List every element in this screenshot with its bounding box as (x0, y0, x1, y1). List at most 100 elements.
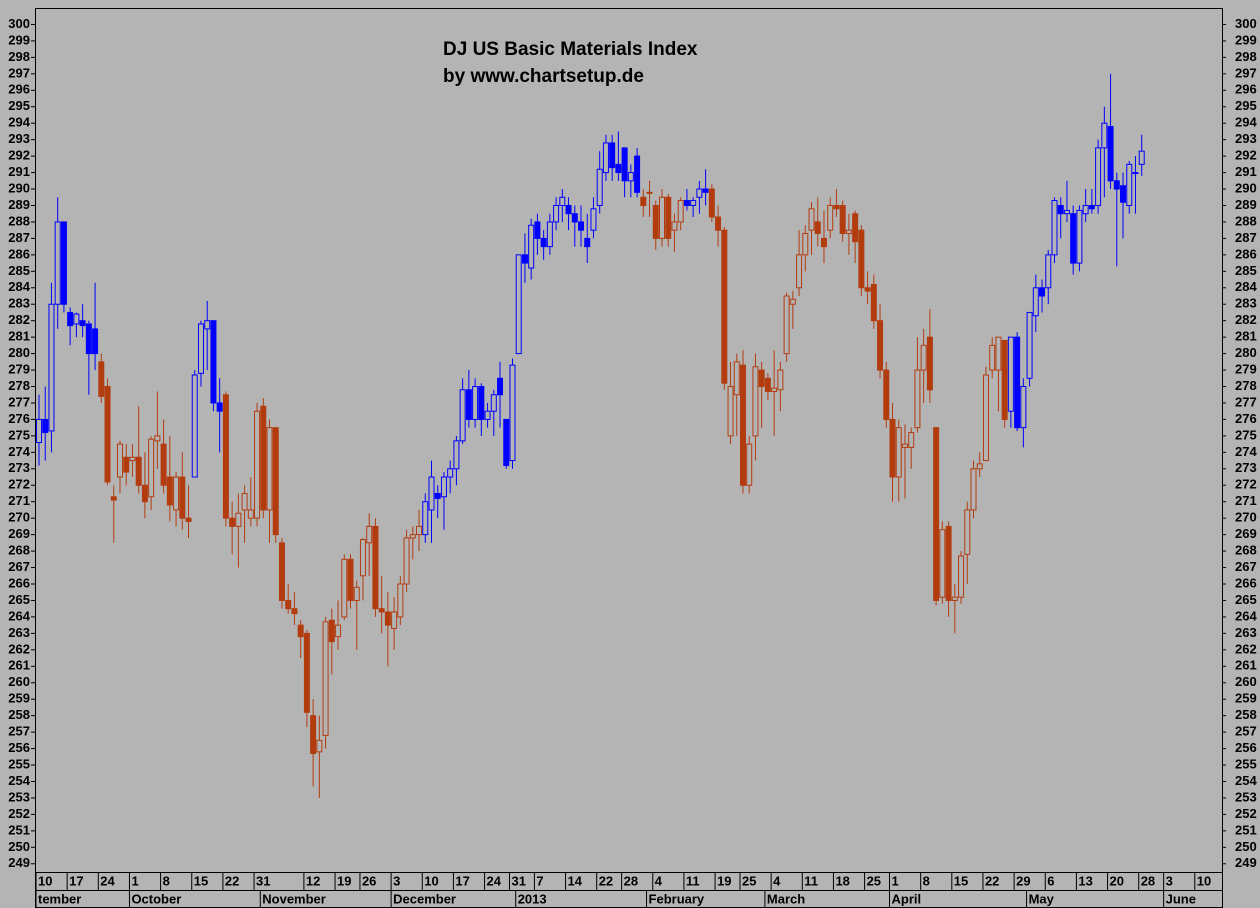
candle-body (54, 221, 61, 305)
candle-body (303, 632, 310, 713)
candle-body (1138, 150, 1145, 165)
candle-body (1095, 147, 1102, 206)
y-tick-label: 284 (1235, 279, 1257, 294)
month-label: June (1166, 891, 1196, 906)
candle-body (135, 456, 142, 486)
candle-body (434, 492, 441, 499)
candle-body (229, 517, 236, 527)
y-tick-label: 261 (1235, 658, 1257, 673)
y-tick-label: 274 (8, 444, 30, 459)
candle-body (1070, 213, 1077, 264)
y-tick-label: 266 (8, 575, 30, 590)
y-tick-label: 282 (8, 312, 30, 327)
y-tick-label: 288 (1235, 213, 1257, 228)
candle-body (646, 191, 653, 194)
candle-body (814, 221, 821, 234)
candle-body (490, 394, 497, 412)
month-label: December (393, 891, 456, 906)
candle-body (702, 188, 709, 193)
candle-body (739, 364, 746, 486)
candle-body (160, 443, 167, 486)
x-tick-label: 11 (686, 873, 700, 888)
candle-body (235, 512, 242, 527)
y-tick-label: 255 (1235, 756, 1257, 771)
y-tick-label: 265 (8, 592, 30, 607)
candle-body (428, 476, 435, 511)
y-tick-label: 295 (8, 98, 30, 113)
y-tick-label: 273 (8, 460, 30, 475)
candle-body (497, 377, 504, 396)
month-label: April (892, 891, 922, 906)
candle-body (783, 295, 790, 355)
y-tick-label: 262 (1235, 641, 1257, 656)
x-tick-label: 24 (100, 873, 115, 888)
y-tick-label: 263 (8, 625, 30, 640)
candle-body (546, 221, 553, 248)
candle-body (945, 525, 952, 601)
y-tick-label: 299 (8, 32, 30, 47)
candle-body (1057, 204, 1064, 215)
candle-body (602, 142, 609, 174)
candle-body (210, 320, 217, 404)
candle-body (752, 366, 759, 437)
candle-body (864, 287, 871, 292)
candle-body (758, 369, 765, 388)
candle-body (422, 501, 429, 536)
x-tick-label: 22 (985, 873, 999, 888)
y-tick-label: 251 (1235, 822, 1257, 837)
y-tick-label: 249 (1235, 855, 1257, 870)
chart-title: DJ US Basic Materials Index (443, 39, 698, 60)
candle-body (67, 311, 74, 327)
y-tick-label: 276 (1235, 411, 1257, 426)
y-tick-label: 273 (1235, 460, 1257, 475)
y-tick-label: 280 (1235, 345, 1257, 360)
candle-body (820, 237, 827, 248)
x-tick-label: 3 (393, 873, 400, 888)
y-tick-label: 274 (1235, 444, 1257, 459)
candle-body (1107, 125, 1114, 182)
x-tick-label: 24 (487, 873, 502, 888)
candle-body (627, 172, 634, 182)
candle-body (746, 443, 753, 486)
candle-body (148, 438, 155, 498)
candle-body (36, 418, 42, 443)
x-tick-label: 8 (923, 873, 930, 888)
y-tick-label: 262 (8, 641, 30, 656)
candle-body (1007, 336, 1014, 412)
candle-body (1113, 180, 1120, 190)
candle-body (1132, 172, 1139, 175)
candle-body (721, 229, 728, 384)
y-tick-label: 296 (8, 82, 30, 97)
candle-body (771, 387, 778, 392)
y-tick-label: 252 (1235, 806, 1257, 821)
candle-body (652, 204, 659, 239)
candle-body (173, 476, 180, 511)
x-tick-label: 20 (1110, 873, 1124, 888)
month-label: March (767, 891, 805, 906)
x-tick-label: 8 (163, 873, 170, 888)
y-tick-label: 281 (1235, 329, 1257, 344)
candle-body (453, 440, 460, 470)
candle-body (353, 586, 360, 601)
candle-body (222, 394, 229, 519)
candle-body (85, 323, 92, 355)
x-tick-label: 15 (194, 873, 208, 888)
x-tick-label: 14 (568, 873, 583, 888)
y-tick-label: 256 (8, 740, 30, 755)
y-tick-label: 259 (8, 691, 30, 706)
candle-body (272, 427, 279, 536)
x-tick-label: 13 (1078, 873, 1092, 888)
candle-body (515, 254, 522, 355)
y-tick-label: 254 (1235, 773, 1257, 788)
y-tick-label: 250 (8, 839, 30, 854)
candle-body (1045, 254, 1052, 289)
y-tick-label: 278 (1235, 378, 1257, 393)
candle-body (596, 168, 603, 206)
candle-body (260, 405, 267, 511)
candle-body (79, 320, 86, 327)
candle-body (634, 155, 641, 193)
candle-body (116, 443, 123, 478)
candle-body (291, 608, 298, 615)
candle-body (347, 558, 354, 601)
